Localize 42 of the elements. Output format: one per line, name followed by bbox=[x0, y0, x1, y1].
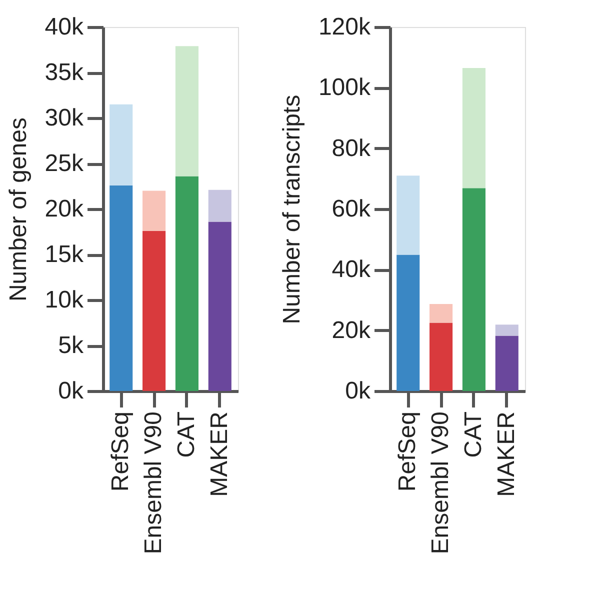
y-tick-label: 60k bbox=[332, 196, 372, 222]
y-axis-title: Number of genes bbox=[4, 117, 32, 302]
y-tick-label: 80k bbox=[332, 134, 372, 162]
y-tick-label: 40k bbox=[332, 256, 372, 284]
x-tick-label: RefSeq bbox=[394, 412, 422, 492]
y-tick-label: 10k bbox=[44, 286, 84, 314]
bar bbox=[142, 190, 166, 231]
bar bbox=[396, 176, 420, 255]
y-tick-label: 15k bbox=[44, 241, 84, 268]
y-tick-label: 100k bbox=[318, 74, 372, 102]
bar bbox=[110, 185, 133, 391]
y-tick-label: 35k bbox=[44, 59, 84, 86]
x-tick-label: MAKER bbox=[492, 412, 520, 497]
y-axis-title: Number of transcripts bbox=[278, 94, 306, 324]
x-tick-label: Ensembl V90 bbox=[140, 412, 168, 554]
bar bbox=[142, 230, 166, 391]
y-tick-label: 25k bbox=[44, 150, 84, 177]
y-tick-label: 0k bbox=[345, 378, 372, 404]
x-tick-label: CAT bbox=[460, 411, 487, 458]
bar bbox=[208, 190, 232, 222]
y-tick-label: 5k bbox=[58, 332, 84, 359]
y-tick-label: 0k bbox=[58, 378, 84, 404]
bar bbox=[430, 304, 453, 323]
bar bbox=[462, 68, 486, 188]
bar bbox=[175, 176, 198, 391]
bar bbox=[495, 336, 518, 391]
y-tick-label: 40k bbox=[44, 14, 84, 40]
bar bbox=[110, 104, 133, 186]
bar bbox=[495, 324, 518, 336]
y-tick-label: 20k bbox=[332, 316, 372, 344]
bar bbox=[175, 46, 198, 176]
x-tick-label: MAKER bbox=[206, 412, 233, 497]
y-tick-label: 20k bbox=[44, 196, 84, 222]
bar bbox=[430, 322, 453, 391]
x-tick-label: Ensembl V90 bbox=[427, 412, 454, 554]
y-tick-label: 30k bbox=[44, 104, 84, 132]
y-tick-label: 120k bbox=[318, 14, 372, 40]
x-tick-label: RefSeq bbox=[107, 412, 134, 492]
bar bbox=[396, 254, 420, 391]
x-tick-label: CAT bbox=[172, 411, 200, 458]
bar bbox=[208, 222, 232, 391]
bar bbox=[462, 188, 486, 391]
